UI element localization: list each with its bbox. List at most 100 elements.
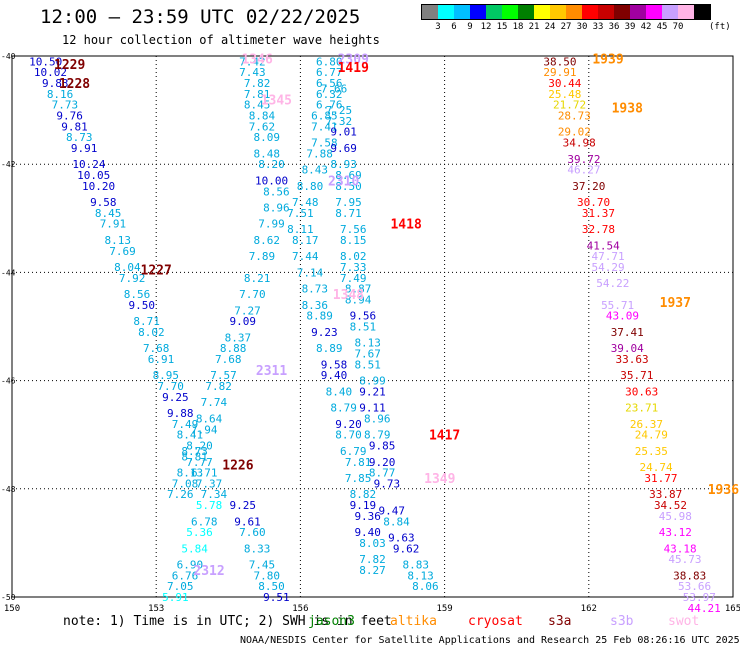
data-point-label: 7.25 bbox=[326, 104, 353, 117]
pass-time-label: 1349 bbox=[424, 472, 455, 487]
data-point-label: 8.06 bbox=[412, 580, 439, 593]
data-point-label: 8.99 bbox=[359, 375, 386, 388]
data-point-label: 8.51 bbox=[350, 321, 377, 334]
data-point-label: 28.73 bbox=[558, 110, 591, 123]
data-point-label: 9.88 bbox=[167, 407, 194, 420]
data-point-label: 8.80 bbox=[297, 180, 324, 193]
data-point-label: 6.79 bbox=[340, 445, 367, 458]
data-point-label: 9.20 bbox=[369, 456, 396, 469]
data-point-label: 10.00 bbox=[255, 174, 288, 187]
color-scale-cell bbox=[614, 5, 630, 19]
data-point-label: 8.81 bbox=[181, 450, 208, 463]
data-point-label: 5.91 bbox=[162, 591, 189, 604]
legend-s3b: s3b bbox=[610, 614, 634, 629]
data-point-label: 9.25 bbox=[162, 391, 189, 404]
legend-altika: altika bbox=[390, 614, 437, 629]
data-point-label: 7.85 bbox=[345, 472, 372, 485]
data-point-label: 26.37 bbox=[630, 418, 663, 431]
data-point-label: 8.20 bbox=[186, 440, 213, 453]
data-point-label: 9.85 bbox=[369, 440, 396, 453]
data-point-label: 53.66 bbox=[678, 580, 711, 593]
data-point-label: 31.37 bbox=[582, 207, 615, 220]
pass-time-label: 1937 bbox=[660, 296, 691, 311]
data-point-label: 10.02 bbox=[34, 66, 67, 79]
color-scale-tick: 70 bbox=[672, 22, 684, 32]
color-scale-cell bbox=[582, 5, 598, 19]
data-point-label: 8.50 bbox=[258, 580, 285, 593]
data-point-label: 9.20 bbox=[335, 418, 362, 431]
color-scale-cell bbox=[422, 5, 438, 19]
data-point-label: 9.73 bbox=[374, 477, 401, 490]
data-point-label: 8.82 bbox=[350, 488, 377, 501]
data-point-label: 21.72 bbox=[553, 99, 586, 112]
data-point-label: 9.11 bbox=[359, 402, 386, 415]
data-point-label: 8.51 bbox=[354, 358, 381, 371]
data-point-label: 7.08 bbox=[172, 477, 199, 490]
data-point-label: 8.88 bbox=[220, 342, 247, 355]
data-point-label: 24.74 bbox=[640, 461, 673, 474]
y-tick-label: -46 bbox=[1, 377, 16, 386]
data-point-label: 43.18 bbox=[664, 542, 697, 555]
color-scale-cell bbox=[630, 5, 646, 19]
data-point-label: 6.76 bbox=[316, 99, 343, 112]
data-point-label: 8.09 bbox=[254, 131, 281, 144]
data-point-label: 37.41 bbox=[611, 326, 644, 339]
data-point-label: 8.96 bbox=[364, 412, 391, 425]
data-point-label: 8.13 bbox=[407, 569, 434, 582]
data-point-label: 7.91 bbox=[100, 218, 127, 231]
data-point-label: 9.63 bbox=[388, 531, 415, 544]
data-point-label: 9.58 bbox=[90, 196, 117, 209]
data-point-label: 25.48 bbox=[548, 88, 581, 101]
color-scale-tick: 39 bbox=[624, 22, 636, 32]
color-scale-cell bbox=[566, 5, 582, 19]
color-scale-cell bbox=[438, 5, 454, 19]
data-point-label: 8.96 bbox=[263, 201, 290, 214]
data-point-label: 9.40 bbox=[321, 369, 348, 382]
data-point-label: 8.83 bbox=[403, 559, 430, 572]
data-point-label: 8.43 bbox=[302, 164, 329, 177]
x-tick-label: 159 bbox=[436, 604, 452, 614]
data-point-label: 6.71 bbox=[191, 467, 218, 480]
data-point-label: 7.51 bbox=[287, 207, 314, 220]
color-scale-cell bbox=[678, 5, 694, 19]
data-point-label: 10.05 bbox=[77, 169, 110, 182]
data-point-label: 8.95 bbox=[153, 369, 180, 382]
data-point-label: 7.27 bbox=[234, 304, 261, 317]
data-point-label: 9.36 bbox=[354, 510, 381, 523]
color-scale-tick: 6 bbox=[451, 22, 457, 32]
data-point-label: 7.58 bbox=[311, 137, 338, 150]
color-scale-tick: 33 bbox=[592, 22, 604, 32]
data-point-label: 9.47 bbox=[378, 504, 405, 517]
chart-title: 12:00 – 23:59 UTC 02/22/2025 bbox=[40, 6, 361, 28]
data-point-label: 8.73 bbox=[302, 283, 329, 296]
color-scale-tick: 18 bbox=[512, 22, 524, 32]
data-point-label: 8.37 bbox=[225, 331, 252, 344]
data-point-label: 7.95 bbox=[335, 196, 362, 209]
data-point-label: 6.32 bbox=[316, 88, 343, 101]
legend-cryosat: cryosat bbox=[468, 614, 523, 629]
data-point-label: 9.25 bbox=[229, 499, 256, 512]
data-point-label: 9.81 bbox=[61, 120, 88, 133]
chart-subtitle: 12 hour collection of altimeter wave hei… bbox=[62, 33, 380, 47]
data-point-label: 7.34 bbox=[201, 488, 228, 501]
data-point-label: 7.94 bbox=[191, 423, 218, 436]
data-point-label: 10.20 bbox=[82, 180, 115, 193]
data-point-label: 46.27 bbox=[567, 164, 600, 177]
data-point-label: 43.12 bbox=[659, 526, 692, 539]
data-point-label: 6.80 bbox=[316, 55, 343, 68]
data-point-label: 31.77 bbox=[644, 472, 677, 485]
pass-time-label: 1417 bbox=[429, 429, 460, 444]
pass-time-label: 1346 bbox=[241, 53, 272, 68]
data-point-label: 43.09 bbox=[606, 310, 639, 323]
data-point-label: 6.85 bbox=[311, 110, 338, 123]
y-tick-label: -48 bbox=[1, 485, 16, 494]
data-point-label: 8.13 bbox=[354, 337, 381, 350]
data-point-label: 9.76 bbox=[56, 110, 83, 123]
pass-time-label: 1227 bbox=[141, 264, 172, 279]
data-point-label: 7.81 bbox=[244, 88, 271, 101]
data-point-label: 6.91 bbox=[148, 353, 175, 366]
data-point-label: 8.27 bbox=[359, 564, 386, 577]
data-point-label: 9.40 bbox=[354, 526, 381, 539]
data-point-label: 29.02 bbox=[558, 126, 591, 139]
data-point-label: 7.57 bbox=[210, 369, 237, 382]
